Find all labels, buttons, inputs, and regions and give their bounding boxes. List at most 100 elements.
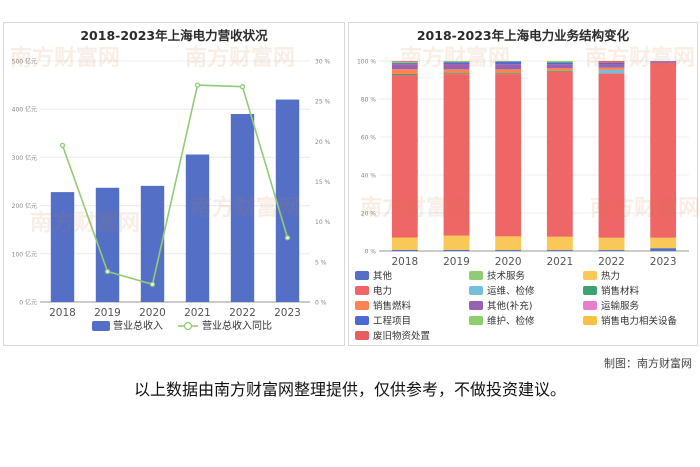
x-tick-label: 2022: [229, 307, 256, 319]
stacked-bar-segment: [391, 73, 418, 76]
stacked-bar-segment: [598, 69, 625, 74]
x-tick-label: 2023: [650, 256, 677, 268]
stacked-bar-segment: [391, 63, 418, 65]
line-point: [284, 235, 291, 241]
legend-label: 电力: [373, 285, 392, 297]
legend-label: 运维、检修: [487, 285, 535, 297]
legend-swatch: [469, 286, 483, 295]
x-tick-label: 2021: [184, 307, 211, 319]
y-tick-label: 400 亿元: [12, 106, 37, 114]
legend-label: 热力: [601, 270, 620, 282]
y2-tick-label: 5 %: [315, 259, 327, 266]
y2-tick-label: 15 %: [315, 179, 331, 186]
legend-label: 工程项目: [373, 316, 411, 327]
y-tick-label: 100 %: [357, 59, 376, 66]
structure-chart-panel: 2018-2023年上海电力业务结构变化 0 % 20 % 40 % 60 % 80 %…: [348, 22, 698, 346]
legend-swatch: [355, 286, 369, 295]
legend-label: 废旧物资处置: [373, 330, 430, 342]
legend-swatch: [355, 271, 369, 280]
y-tick-label: 40 %: [361, 173, 377, 180]
stacked-bar-segment: [495, 64, 522, 70]
x-tick-label: 2018: [49, 307, 76, 319]
legend-label: 其他(补充): [487, 300, 532, 312]
stacked-bar-segment: [443, 64, 470, 70]
legend-swatch: [355, 316, 369, 325]
legend-swatch: [583, 271, 597, 280]
stacked-bar-segment: [443, 69, 470, 74]
revenue-chart: 0 亿元 100 亿元 200 亿元 300 亿元 400 亿元 500 亿元 0 % 5 %…: [12, 58, 331, 333]
bar: [140, 185, 165, 302]
stacked-bar-segment: [391, 75, 418, 238]
stacked-bar-segment: [443, 74, 470, 236]
stacked-bar-segment: [391, 64, 418, 70]
stacked-bar-segment: [546, 61, 573, 63]
footer-disclaimer: 以上数据由南方财富网整理提供，仅供参考，不做投资建议。: [133, 380, 566, 399]
line-point: [239, 84, 246, 90]
stacked-bar-segment: [650, 248, 677, 251]
stacked-bar-segment: [650, 61, 677, 62]
legend-label: 销售燃料: [373, 300, 412, 312]
revenue-chart-title: 2018-2023年上海电力营收状况: [80, 28, 268, 43]
stacked-bar-segment: [598, 73, 625, 238]
stacked-bar-segment: [546, 250, 573, 251]
stacked-bar-segment: [650, 61, 677, 63]
stacked-bar-segment: [391, 249, 418, 251]
stacked-bar-segment: [495, 236, 522, 251]
stacked-bar-segment: [391, 61, 418, 64]
y2-tick-label: 0 %: [315, 300, 327, 307]
line-point: [104, 268, 111, 275]
y-tick-label: 60 %: [361, 135, 377, 142]
stacked-bar-segment: [598, 64, 625, 68]
credit-text: 制图：南方财富网: [604, 357, 692, 370]
structure-chart-title: 2018-2023年上海电力业务结构变化: [416, 28, 630, 43]
stacked-bar-segment: [495, 250, 522, 251]
stacked-bar-segment: [650, 237, 677, 249]
stacked-bar-segment: [546, 70, 573, 72]
legend-swatch: [469, 316, 483, 325]
y2-tick-label: 20 %: [315, 139, 331, 146]
bar: [185, 154, 210, 302]
legend-swatch: [583, 316, 597, 325]
stacked-bar-segment: [546, 71, 573, 237]
legend-label: 技术服务: [487, 270, 526, 282]
y2-tick-label: 10 %: [315, 219, 331, 226]
legend-swatch: [469, 301, 483, 310]
line-series: [61, 84, 289, 286]
structure-chart: 0 % 20 % 40 % 60 % 80 % 100 % 2018 2019 2020 2021…: [355, 59, 689, 342]
legend-label: 营业总收入同比: [202, 319, 272, 332]
revenue-chart-panel: 2018-2023年上海电力营收状况 0 亿元 100 亿元 200 亿元 300 亿…: [3, 22, 345, 346]
legend-label: 销售电力相关设备: [601, 315, 678, 327]
x-tick-label: 2020: [495, 256, 522, 268]
stacked-bar-segment: [598, 250, 625, 251]
legend-label: 销售材料: [601, 285, 640, 297]
stacked-bar-segment: [546, 62, 573, 65]
legend-swatch: [583, 301, 597, 310]
stacked-bar-segment: [598, 237, 625, 251]
x-tick-label: 2019: [443, 256, 470, 268]
y-tick-label: 20 %: [361, 211, 377, 218]
y-tick-label: 300 亿元: [12, 154, 37, 162]
y-tick-label: 500 亿元: [12, 58, 37, 66]
bar: [95, 187, 120, 302]
stacked-bar-segment: [443, 73, 470, 75]
y-tick-label: 200 亿元: [12, 202, 37, 210]
stacked-bar-segment: [391, 61, 418, 62]
legend-swatch: [355, 331, 369, 340]
stacked-bar-segment: [391, 237, 418, 250]
y-tick-label: 0 亿元: [19, 299, 37, 307]
legend-swatch: [583, 286, 597, 295]
stacked-bar-segment: [443, 235, 470, 250]
legend-label: 其他: [373, 270, 393, 282]
bar: [275, 99, 300, 302]
y-tick-label: 0 %: [365, 249, 377, 256]
stacked-bar-segment: [495, 74, 522, 237]
x-tick-label: 2022: [598, 256, 625, 268]
stacked-bar-segment: [443, 249, 470, 251]
stacked-bar-segment: [443, 61, 470, 63]
stacked-bar-segment: [546, 68, 573, 71]
stacked-bar-segment: [650, 62, 677, 238]
stacked-bar-segment: [546, 64, 573, 69]
stacked-bar-segment: [495, 61, 522, 62]
x-tick-label: 2020: [139, 307, 166, 319]
y-tick-label: 80 %: [361, 97, 377, 104]
